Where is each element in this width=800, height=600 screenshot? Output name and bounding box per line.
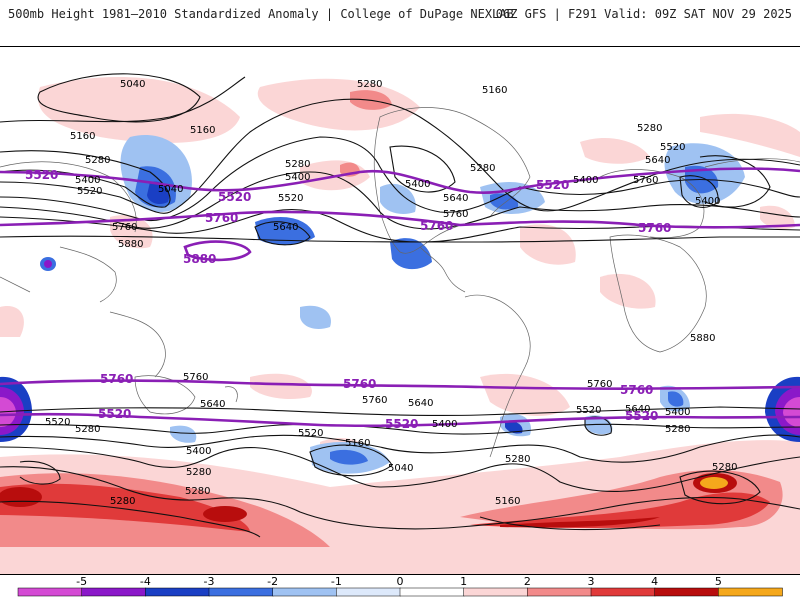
highlight-label: 5520 — [218, 190, 251, 204]
contour-label: 5640 — [408, 398, 433, 409]
colorbar-segment — [527, 587, 592, 597]
colorbar-tick-label: 4 — [651, 575, 658, 588]
highlight-contours — [0, 167, 800, 428]
contour-label: 5280 — [637, 123, 662, 134]
contour-label: 5160 — [190, 125, 215, 136]
colorbar-segment — [718, 587, 783, 597]
colorbar-tick-label: 3 — [588, 575, 595, 588]
contour-label: 5520 — [576, 405, 601, 416]
contour-label: 5280 — [505, 454, 530, 465]
contour-label: 5520 — [45, 417, 70, 428]
contour-label: 5520 — [77, 186, 102, 197]
colorbar-tick-label: -1 — [331, 575, 342, 588]
colorbar-segment — [399, 587, 465, 597]
contour-label: 5280 — [186, 467, 211, 478]
colorbar-segment — [272, 587, 338, 597]
contour-label: 5160 — [345, 438, 370, 449]
height-contours — [0, 73, 800, 538]
contour-label: 5400 — [695, 196, 720, 207]
contour-label: 5280 — [85, 155, 110, 166]
anomaly-shading — [0, 77, 800, 574]
highlight-label: 5520 — [98, 407, 131, 421]
contour-label: 5760 — [633, 175, 658, 186]
colorbar-segment — [590, 587, 656, 597]
highlight-label: 5520 — [385, 417, 418, 431]
highlight-label: 5520 — [625, 409, 658, 423]
colorbar-tick-label: -5 — [76, 575, 87, 588]
map-canvas: 5040 5160 5160 5280 5400 5520 5040 5280 … — [0, 73, 800, 574]
contour-label: 5520 — [278, 193, 303, 204]
colorbar-segment — [145, 587, 210, 597]
contour-label: 5400 — [285, 172, 310, 183]
model-run-info: 06Z GFS | F291 Valid: 09Z SAT NOV 29 202… — [495, 7, 792, 21]
anomaly-map: 5040 5160 5160 5280 5400 5520 5040 5280 … — [0, 46, 800, 575]
contour-label: 5280 — [665, 424, 690, 435]
highlight-label: 5760 — [638, 221, 671, 235]
contour-label: 5040 — [388, 463, 413, 474]
contour-label: 5760 — [183, 372, 208, 383]
highlight-label: 5520 — [25, 168, 58, 182]
colorbar-tick-label: 5 — [715, 575, 722, 588]
contour-label: 5400 — [432, 419, 457, 430]
colorbar-tick-label: -4 — [140, 575, 151, 588]
colorbar-segment — [81, 587, 147, 597]
colorbar-segments — [17, 587, 783, 597]
map-header: 500mb Height 1981–2010 Standardized Anom… — [0, 0, 800, 28]
contour-label: 5640 — [645, 155, 670, 166]
colorbar-segment — [336, 587, 401, 597]
contour-label: 5280 — [110, 496, 135, 507]
contour-label: 5280 — [357, 79, 382, 90]
colorbar-tick-label: -3 — [204, 575, 215, 588]
highlight-label: 5520 — [536, 178, 569, 192]
contour-label: 5640 — [443, 193, 468, 204]
contour-label: 5760 — [587, 379, 612, 390]
contour-label: 5040 — [158, 184, 183, 195]
colorbar-segment — [463, 587, 529, 597]
contour-label: 5400 — [665, 407, 690, 418]
contour-label: 5160 — [495, 496, 520, 507]
highlight-label: 5760 — [620, 383, 653, 397]
contour-label: 5400 — [186, 446, 211, 457]
colorbar-segment — [208, 587, 274, 597]
contour-labels: 5040 5160 5160 5280 5400 5520 5040 5280 … — [25, 79, 737, 507]
contour-label: 5400 — [75, 175, 100, 186]
contour-label: 5880 — [118, 239, 143, 250]
contour-label: 5280 — [75, 424, 100, 435]
contour-label: 5280 — [185, 486, 210, 497]
colorbar-labels: -5 -4 -3 -2 -1 0 1 2 3 4 5 — [76, 575, 722, 588]
colorbar-segment — [17, 587, 83, 597]
colorbar-tick-label: 0 — [397, 575, 404, 588]
contour-label: 5760 — [443, 209, 468, 220]
highlight-label: 5760 — [343, 377, 376, 391]
colorbar-segment — [654, 587, 720, 597]
contour-label: 5640 — [200, 399, 225, 410]
colorbar-tick-label: 1 — [460, 575, 467, 588]
contour-label: 5640 — [273, 222, 298, 233]
contour-label: 5880 — [690, 333, 715, 344]
colorbar: -5 -4 -3 -2 -1 0 1 2 3 4 5 — [17, 575, 783, 597]
contour-label: 5040 — [120, 79, 145, 90]
contour-label: 5280 — [712, 462, 737, 473]
contour-label: 5760 — [112, 222, 137, 233]
contour-label: 5280 — [285, 159, 310, 170]
highlight-label: 5760 — [420, 219, 453, 233]
contour-label: 5280 — [470, 163, 495, 174]
highlight-label: 5880 — [183, 252, 216, 266]
contour-label: 5520 — [660, 142, 685, 153]
highlight-label: 5760 — [205, 211, 238, 225]
contour-label: 5640 — [625, 404, 650, 415]
contour-label: 5160 — [482, 85, 507, 96]
map-title: 500mb Height 1981–2010 Standardized Anom… — [8, 7, 514, 21]
contour-label: 5400 — [405, 179, 430, 190]
contour-label: 5160 — [70, 131, 95, 142]
contour-label: 5760 — [362, 395, 387, 406]
highlight-label: 5760 — [100, 372, 133, 386]
contour-label: 5400 — [573, 175, 598, 186]
contour-label: 5520 — [298, 428, 323, 439]
colorbar-tick-label: -2 — [267, 575, 278, 588]
colorbar-tick-label: 2 — [524, 575, 531, 588]
